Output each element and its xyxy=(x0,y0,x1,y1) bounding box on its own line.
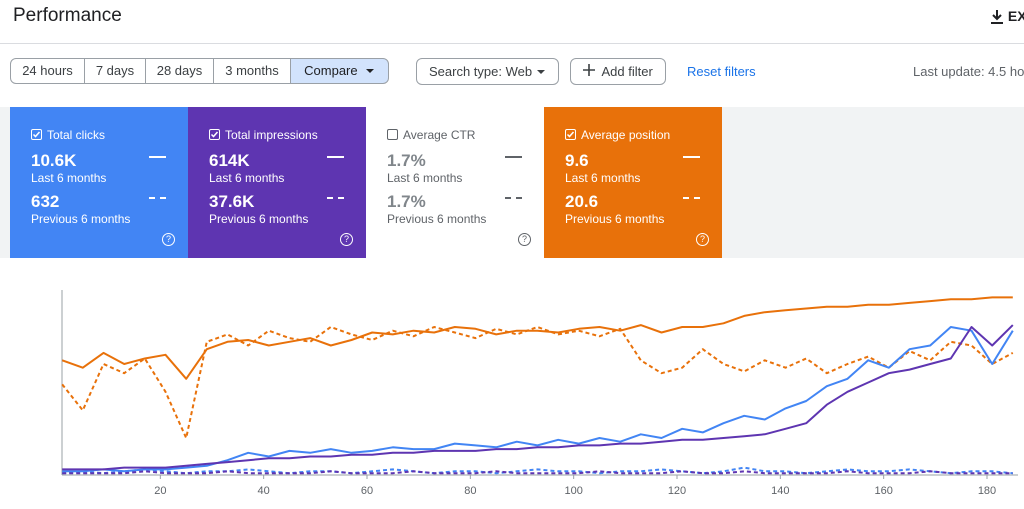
card-period: Last 6 months xyxy=(31,171,107,185)
check-mark xyxy=(210,131,219,138)
checkbox xyxy=(31,129,42,140)
card-prev-value: 1.7% xyxy=(387,192,426,211)
checkbox xyxy=(565,129,576,140)
check-mark xyxy=(32,131,41,138)
card-prev-period: Previous 6 months xyxy=(31,212,131,226)
x-tick-label: 140 xyxy=(771,485,789,497)
header: Performance EX xyxy=(0,0,1024,44)
export-label: EX xyxy=(1007,8,1024,24)
card-label: Average CTR xyxy=(403,128,476,142)
x-tick-label: 60 xyxy=(361,485,373,497)
x-tick-label: 20 xyxy=(154,485,166,497)
search-type-label: Search type: Web xyxy=(429,64,533,79)
previous-series-line xyxy=(61,326,1014,439)
metric-card[interactable]: Total impressions 614K Last 6 months 37.6K P… xyxy=(188,107,366,258)
card-label: Total impressions xyxy=(225,128,318,142)
add-filter-button[interactable]: Add filter xyxy=(570,58,666,85)
range-button[interactable]: Compare xyxy=(290,58,389,84)
x-tick-label: 120 xyxy=(668,485,686,497)
card-value: 1.7% xyxy=(387,151,426,170)
previous-series-line xyxy=(62,470,1013,475)
series-line xyxy=(62,324,1014,471)
search-type-button[interactable]: Search type: Web xyxy=(416,58,559,85)
metric-card[interactable]: Average CTR 1.7% Last 6 months 1.7% Previous… xyxy=(366,107,544,258)
export-button[interactable]: EX xyxy=(990,8,1024,25)
solid-line-icon xyxy=(505,156,522,158)
card-period: Last 6 months xyxy=(209,171,285,185)
range-label: 3 months xyxy=(225,63,279,78)
range-button[interactable]: 28 days xyxy=(145,58,214,84)
card-label: Total clicks xyxy=(47,128,106,142)
dashed-line-icon xyxy=(683,197,700,199)
dropdown-arrow xyxy=(365,69,374,73)
card-period: Last 6 months xyxy=(565,171,641,185)
reset-filters-link[interactable]: Reset filters xyxy=(687,64,756,79)
range-label: 28 days xyxy=(156,63,203,78)
last-update: Last update: 4.5 ho xyxy=(913,64,1024,79)
previous-series-line xyxy=(62,466,1013,475)
card-period: Last 6 months xyxy=(387,171,463,185)
metric-card[interactable]: Total clicks 10.6K Last 6 months 632 Previou… xyxy=(10,107,188,258)
card-value: 9.6 xyxy=(565,151,589,170)
dashed-line-icon xyxy=(149,197,166,199)
checkbox xyxy=(209,129,220,140)
card-value: 10.6K xyxy=(31,151,77,170)
x-tick-label: 180 xyxy=(978,485,996,497)
card-prev-period: Previous 6 months xyxy=(565,212,665,226)
card-prev-value: 37.6K xyxy=(209,192,255,211)
add-filter-label: Add filter xyxy=(601,64,653,79)
range-button[interactable]: 7 days xyxy=(84,58,146,84)
card-prev-period: Previous 6 months xyxy=(387,212,487,226)
card-prev-period: Previous 6 months xyxy=(209,212,309,226)
plus-icon xyxy=(583,64,595,76)
page-title: Performance xyxy=(13,5,122,26)
range-label: Compare xyxy=(304,63,358,78)
download-icon xyxy=(991,10,1003,25)
card-value: 614K xyxy=(209,151,250,170)
x-tick-label: 160 xyxy=(874,485,892,497)
card-prev-value: 20.6 xyxy=(565,192,599,211)
dashed-line-icon xyxy=(327,197,344,199)
card-label: Average position xyxy=(581,128,671,142)
series-line xyxy=(62,326,1014,473)
range-label: 24 hours xyxy=(22,63,73,78)
solid-line-icon xyxy=(149,156,166,158)
x-tick-label: 80 xyxy=(464,485,476,497)
checkbox xyxy=(387,129,398,140)
x-tick-label: 100 xyxy=(564,485,582,497)
x-tick-label: 40 xyxy=(258,485,270,497)
range-button[interactable]: 24 hours xyxy=(10,58,85,84)
card-prev-value: 632 xyxy=(31,192,60,211)
range-button[interactable]: 3 months xyxy=(213,58,291,84)
solid-line-icon xyxy=(327,156,344,158)
help-icon[interactable]: ? xyxy=(340,233,353,246)
range-label: 7 days xyxy=(95,63,135,78)
check-mark xyxy=(566,131,575,138)
metric-card[interactable]: Average position 9.6 Last 6 months 20.6 Prev… xyxy=(544,107,722,258)
dashed-line-icon xyxy=(505,197,522,199)
help-icon[interactable]: ? xyxy=(162,233,175,246)
dropdown-arrow xyxy=(536,70,545,74)
chart: 20 40 60 80 100 120 140 160 180 xyxy=(61,290,1018,497)
help-icon[interactable]: ? xyxy=(518,233,531,246)
series-line xyxy=(61,296,1013,380)
help-icon[interactable]: ? xyxy=(696,233,709,246)
solid-line-icon xyxy=(683,156,700,158)
